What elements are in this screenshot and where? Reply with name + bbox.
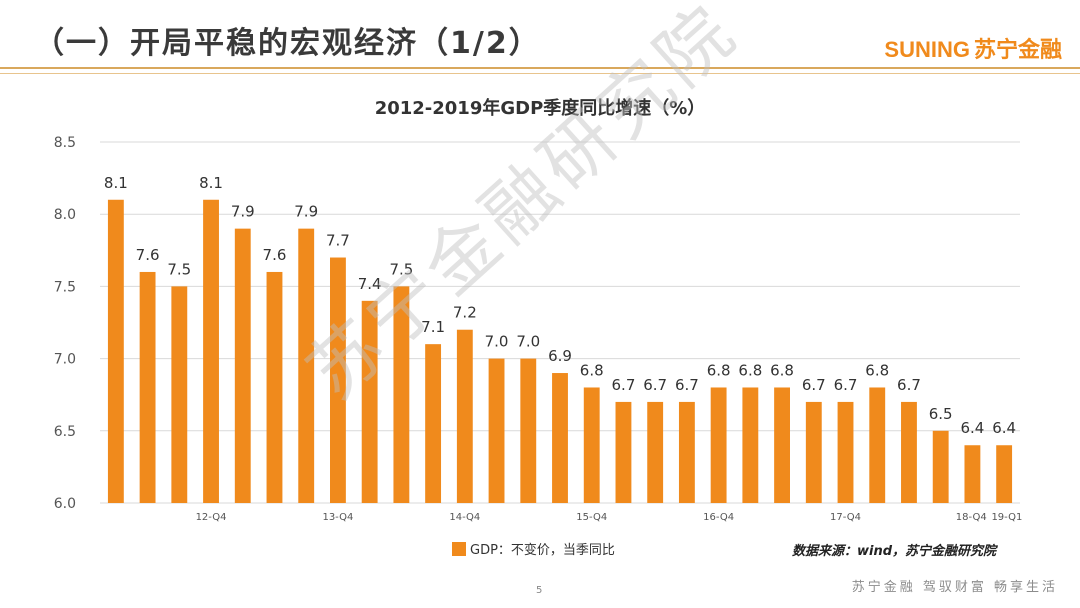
bar	[234, 228, 251, 503]
header-divider	[0, 67, 1080, 69]
legend-label: GDP：不变价，当季同比	[470, 543, 615, 558]
bar	[488, 358, 505, 503]
bar	[932, 430, 949, 503]
data-label: 7.6	[263, 246, 287, 264]
bar	[203, 199, 219, 503]
data-label: 6.8	[580, 361, 604, 379]
data-label: 8.1	[199, 174, 223, 192]
bar	[678, 401, 695, 503]
brand-cn: 苏宁金融	[973, 37, 1062, 62]
page-number: 5	[536, 585, 543, 596]
bar	[647, 401, 664, 503]
data-label: 7.0	[516, 333, 540, 351]
data-label: 7.0	[485, 333, 509, 351]
data-label: 7.2	[453, 304, 477, 322]
bar	[774, 387, 790, 503]
footer-slogan: 苏宁金融 驾驭财富 畅享生活	[851, 580, 1058, 595]
data-label: 7.5	[389, 260, 413, 278]
bar	[107, 199, 124, 503]
bar	[266, 271, 283, 503]
y-tick-label: 7.5	[54, 279, 76, 295]
bar	[171, 286, 188, 503]
data-label: 6.9	[548, 347, 572, 365]
data-label: 6.7	[675, 376, 699, 394]
y-tick-label: 6.5	[54, 424, 76, 440]
data-label: 7.9	[294, 203, 318, 221]
data-label: 7.9	[231, 203, 255, 221]
bar	[805, 401, 822, 503]
x-tick-label: 13-Q4	[322, 512, 353, 523]
brand-logo: SUNING 苏宁金融	[884, 32, 1062, 64]
bar	[552, 373, 568, 503]
bar	[520, 358, 537, 503]
data-label: 7.1	[421, 318, 445, 336]
data-label: 6.7	[802, 376, 826, 394]
data-label: 6.7	[612, 376, 636, 394]
data-label: 7.6	[136, 246, 160, 264]
x-tick-label: 14-Q4	[449, 512, 480, 523]
x-tick-label: 16-Q4	[703, 512, 734, 523]
y-tick-label: 7.0	[54, 352, 76, 368]
bar	[583, 387, 600, 503]
bar	[393, 286, 410, 503]
brand-latin: SUNING	[884, 37, 970, 62]
bar	[615, 401, 632, 503]
bar	[139, 271, 156, 503]
data-label: 6.4	[992, 419, 1016, 437]
bar	[456, 329, 473, 503]
bar	[425, 344, 442, 503]
y-tick-label: 8.5	[54, 135, 76, 151]
data-label: 8.1	[104, 174, 128, 192]
bar	[742, 387, 759, 503]
bar	[361, 300, 378, 503]
data-label: 6.7	[897, 376, 921, 394]
page-title: （一）开局平稳的宏观经济（1/2）	[34, 26, 541, 61]
legend-swatch	[452, 542, 466, 556]
bar	[869, 387, 886, 503]
y-tick-label: 6.0	[54, 496, 76, 512]
bar	[996, 445, 1013, 503]
data-label: 6.8	[738, 361, 762, 379]
y-tick-label: 8.0	[54, 207, 76, 223]
x-tick-label: 19-Q1	[991, 512, 1022, 523]
data-label: 7.7	[326, 232, 350, 250]
chart-legend: GDP：不变价，当季同比	[452, 539, 615, 558]
x-tick-label: 17-Q4	[830, 512, 861, 523]
data-label: 6.7	[834, 376, 858, 394]
bar	[901, 401, 917, 503]
data-label: 6.7	[643, 376, 667, 394]
x-tick-label: 18-Q4	[956, 512, 987, 523]
bar	[837, 401, 854, 503]
data-label: 6.8	[865, 361, 889, 379]
bar	[964, 445, 981, 503]
data-label: 7.4	[358, 275, 382, 293]
data-label: 6.8	[770, 361, 794, 379]
data-label: 6.8	[707, 361, 731, 379]
bar	[710, 387, 727, 503]
x-tick-label: 15-Q4	[576, 512, 607, 523]
x-tick-label: 12-Q4	[196, 512, 227, 523]
data-source: 数据来源：wind，苏宁金融研究院	[792, 544, 997, 559]
bar	[330, 257, 346, 503]
data-label: 6.5	[929, 405, 953, 423]
data-label: 6.4	[960, 419, 984, 437]
data-label: 7.5	[167, 260, 191, 278]
header-divider-thin	[0, 73, 1080, 74]
chart-title: 2012-2019年GDP季度同比增速（%）	[374, 98, 706, 119]
bar	[298, 228, 315, 503]
